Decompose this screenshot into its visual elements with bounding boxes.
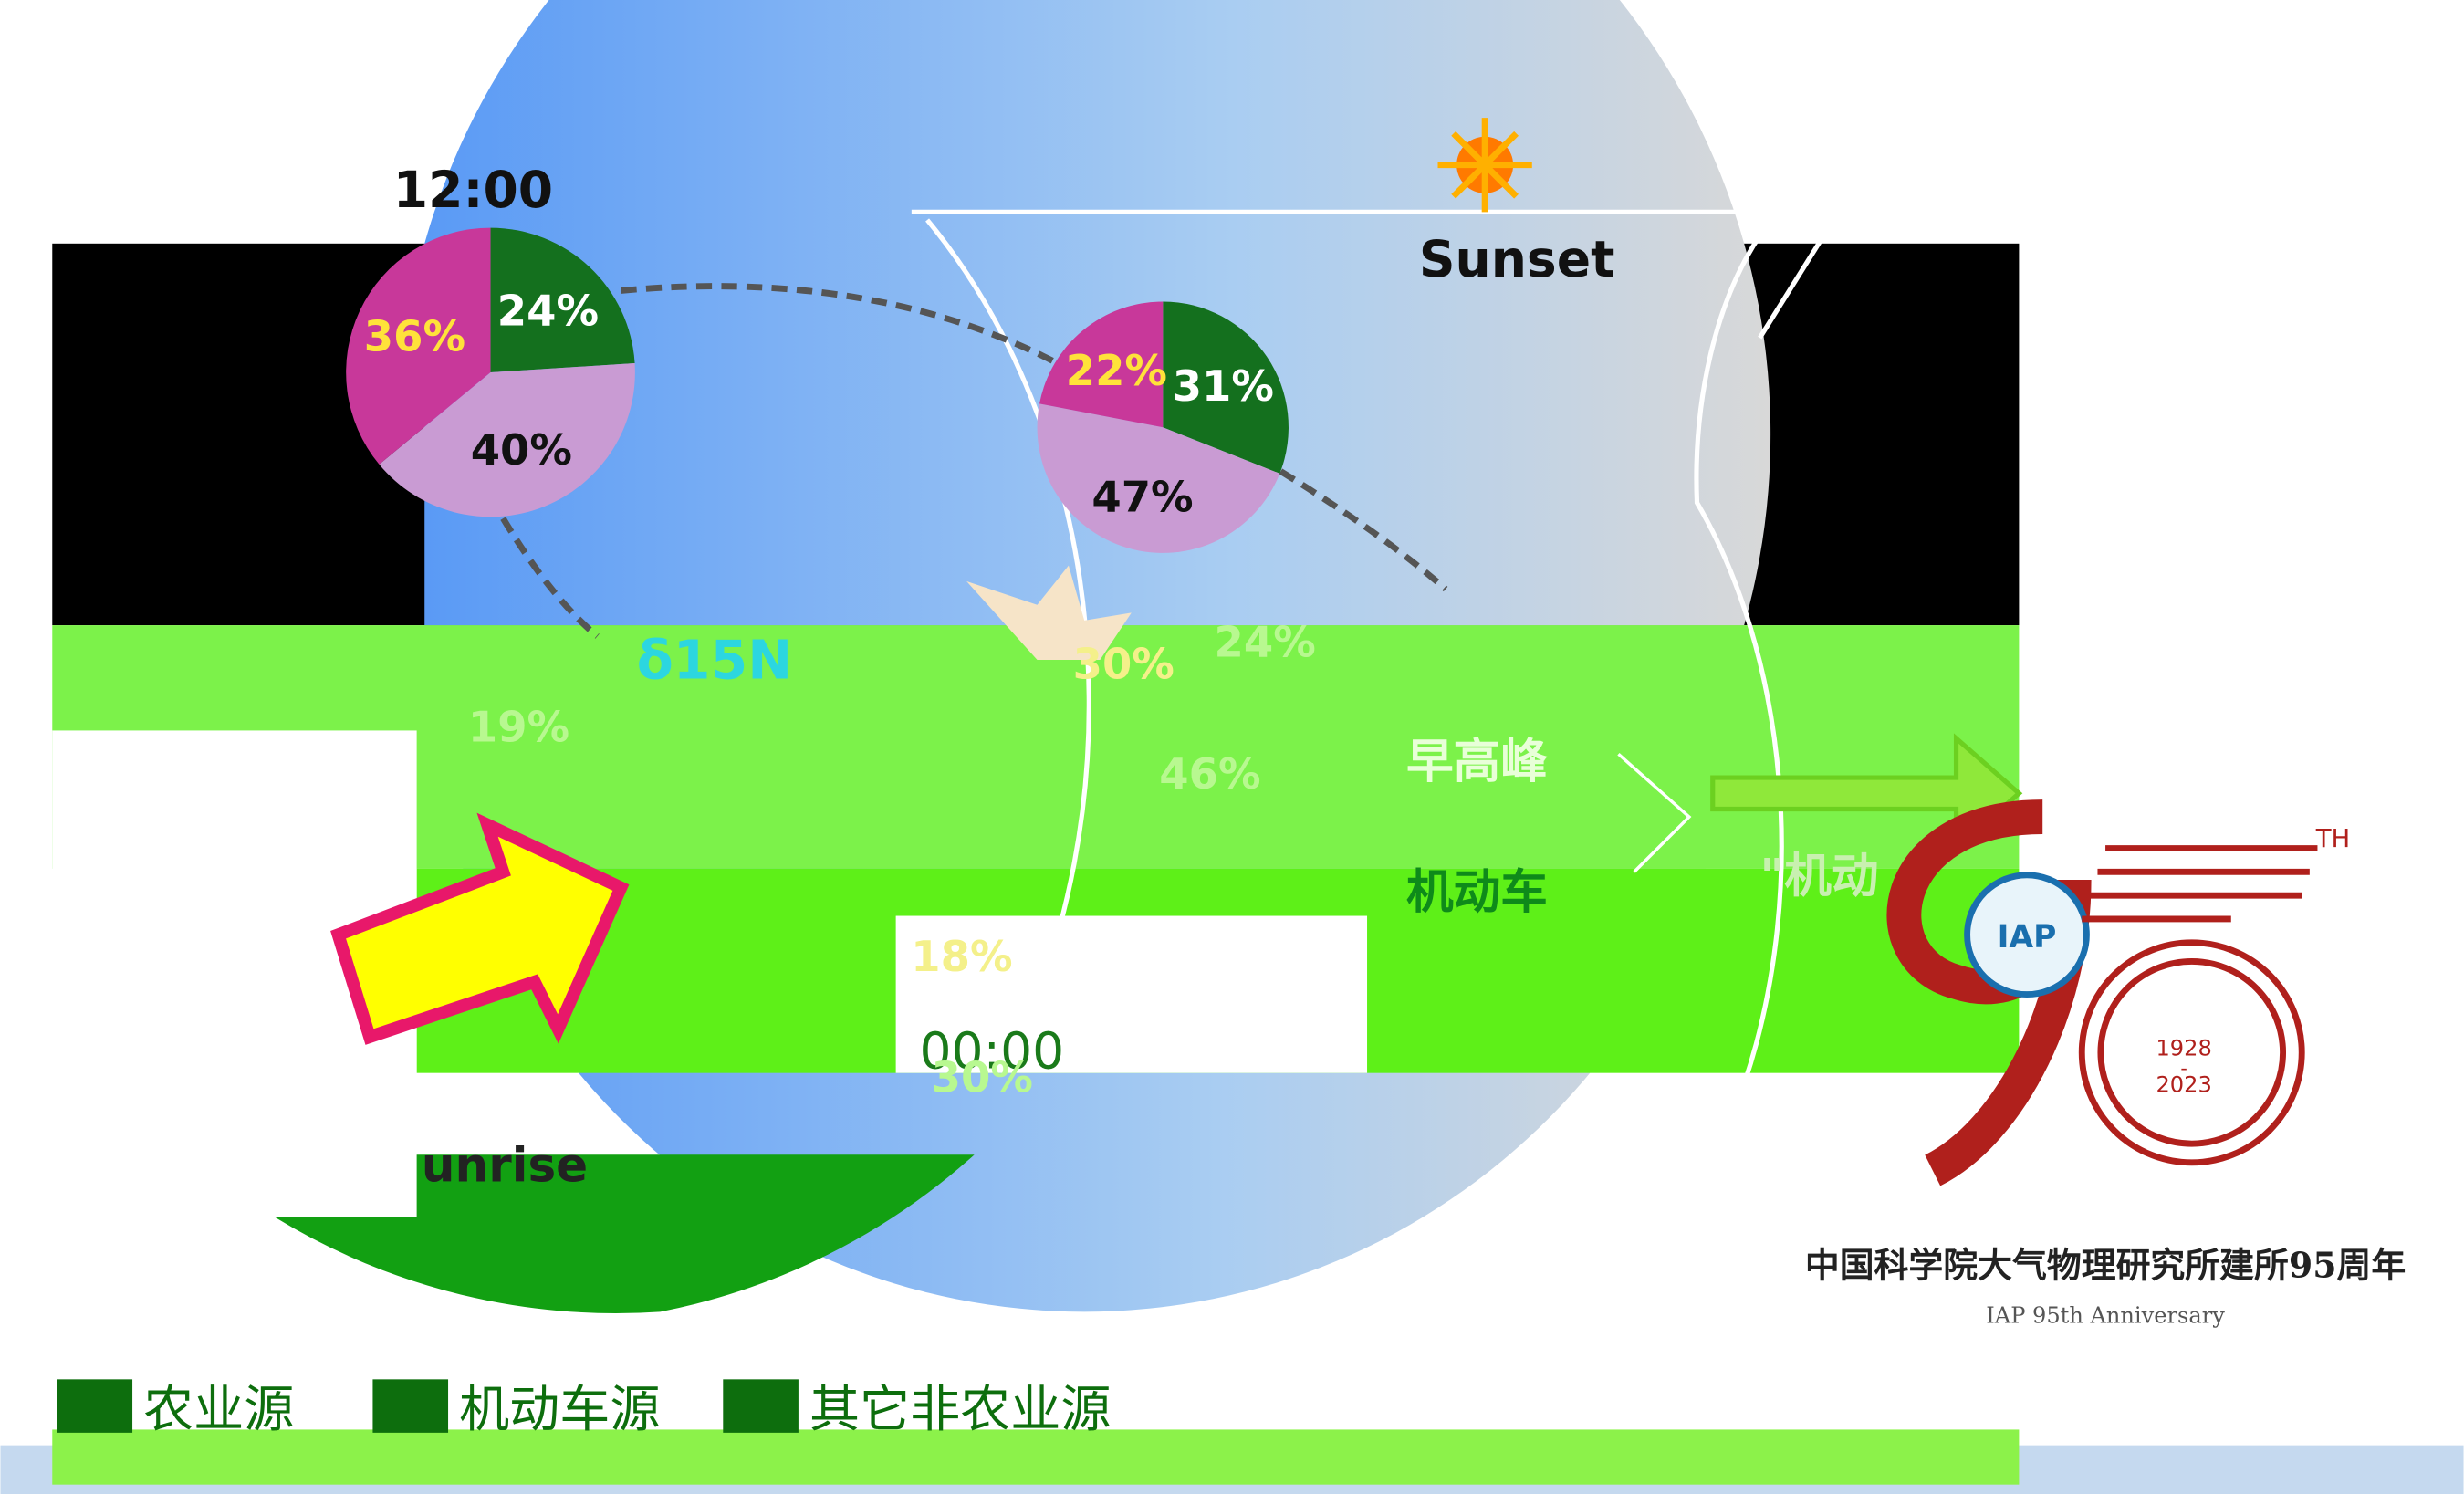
faded-labels: 19% 30% 24% 46% 18% 30% xyxy=(468,618,1316,1102)
pie-label: 24% xyxy=(497,286,599,335)
pie-slice xyxy=(379,363,635,517)
legend-label: 农业源 xyxy=(143,1380,294,1438)
faded-label: 46% xyxy=(1159,749,1260,799)
legend-label: 机动车源 xyxy=(459,1380,660,1438)
pie-label: 47% xyxy=(1091,472,1193,521)
glitch-line xyxy=(1694,234,1784,1085)
pie-slice xyxy=(346,227,491,465)
legend-swatch xyxy=(372,1379,449,1433)
logo-year: 2023 xyxy=(2156,1071,2211,1097)
logo-five xyxy=(2082,845,2318,923)
pie-slice xyxy=(490,227,635,372)
faded-label: 24% xyxy=(1215,618,1316,667)
pie: 31% 47% 22% xyxy=(1037,301,1289,553)
pie-label: 36% xyxy=(364,311,465,360)
burst xyxy=(966,565,1132,660)
arrow xyxy=(330,812,630,1045)
time-label: 12:00 xyxy=(393,161,553,219)
vehicle-label: "机动 xyxy=(1759,850,1878,904)
logo-five xyxy=(2078,939,2305,1166)
legend-swatch xyxy=(57,1379,133,1433)
sunset-label: Sunset xyxy=(1419,230,1615,288)
faded-label: 30% xyxy=(1073,640,1175,689)
faded-label: 19% xyxy=(468,702,569,751)
logo-year: 1928 xyxy=(2156,1036,2211,1061)
glitch-band xyxy=(52,1429,2020,1485)
faded-label: 30% xyxy=(932,1052,1033,1102)
sun-rays xyxy=(1437,118,1532,213)
legend-swatch xyxy=(723,1379,799,1433)
faded-label: 18% xyxy=(911,932,1012,981)
logo-five xyxy=(2097,958,2287,1147)
legend-label: 其它非农业源 xyxy=(809,1380,1111,1438)
trajectory xyxy=(500,283,1448,639)
vehicle-label: 机动车 xyxy=(1406,865,1548,920)
blank-block xyxy=(895,915,1368,1073)
logo-subtitle: IAP 95th Anniversary xyxy=(1986,1302,2225,1328)
pie-slice xyxy=(1163,301,1289,474)
logo: IAP TH 1928 - 2023 中国科学院大气物理研究所建所95周年 IA… xyxy=(1805,799,2406,1328)
glitch-line xyxy=(911,209,1843,340)
night-region xyxy=(275,1154,975,1313)
day-region xyxy=(424,0,1771,626)
pie-slice xyxy=(1039,301,1164,428)
isotope-label: δ15N xyxy=(637,630,793,692)
pie: 24% 40% 36% xyxy=(346,227,635,517)
logo-year: - xyxy=(2180,1057,2187,1079)
logo-th: TH xyxy=(2315,824,2351,853)
pie-label: 40% xyxy=(471,425,572,475)
chevron xyxy=(1617,752,1692,873)
pie-label: 31% xyxy=(1173,361,1274,411)
logo-emblem-text: IAP xyxy=(1998,919,2057,956)
logo-title: 中国科学院大气物理研究所建所95周年 xyxy=(1805,1244,2406,1285)
pie-label: 22% xyxy=(1066,346,1167,395)
logo-emblem xyxy=(1964,872,2090,998)
legend: 农业源 机动车源 其它非农业源 xyxy=(57,1379,1111,1438)
time-label: 00:00 xyxy=(919,1022,1064,1081)
sunrise-label: unrise xyxy=(422,1138,588,1193)
pie-slice xyxy=(1037,403,1280,553)
peak-label: 早高峰 xyxy=(1406,735,1548,789)
